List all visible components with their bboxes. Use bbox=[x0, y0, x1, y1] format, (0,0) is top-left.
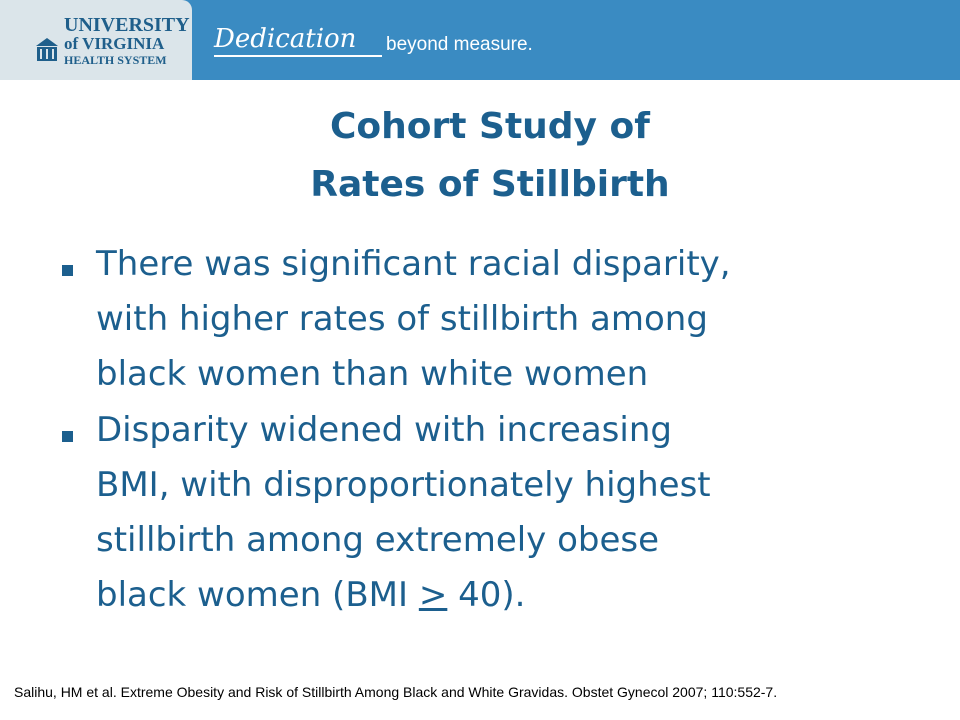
bullet-marker bbox=[62, 431, 73, 442]
logo-icon bbox=[36, 38, 58, 61]
bullet-line: black women (BMI > 40). bbox=[96, 575, 525, 615]
bullet-text: stillbirth among extremely obese bbox=[96, 520, 660, 560]
bullet-text: 40). bbox=[447, 575, 526, 615]
logo-text: UNIVERSITY bbox=[64, 14, 190, 36]
bullet-line: There was significant racial disparity, bbox=[96, 244, 731, 284]
bullet-text: with higher rates of stillbirth among bbox=[96, 299, 708, 339]
bullet-line: stillbirth among extremely obese bbox=[96, 520, 659, 560]
bullet-line: Disparity widened with increasing bbox=[96, 410, 672, 450]
bullet-line: BMI, with disproportionately highest bbox=[96, 465, 711, 505]
tagline-script: Dedication bbox=[214, 24, 357, 54]
logo-text: HEALTH SYSTEM bbox=[64, 53, 167, 67]
tagline-rule bbox=[214, 55, 382, 57]
bullet-line: black women than white women bbox=[96, 354, 648, 394]
bullet-text: black women (BMI bbox=[96, 575, 419, 615]
title: Cohort Study of bbox=[330, 106, 650, 147]
tagline: beyond measure. bbox=[386, 34, 533, 55]
bullet-marker bbox=[62, 265, 73, 276]
header-bar: UNIVERSITY of VIRGINIA HEALTH SYSTEM Ded… bbox=[0, 0, 960, 80]
bullet-text: BMI, with disproportionately highest bbox=[96, 465, 711, 505]
bullet-text: There was significant racial disparity, bbox=[96, 244, 731, 284]
bullet-text: Disparity widened with increasing bbox=[96, 410, 672, 450]
logo: UNIVERSITY of VIRGINIA HEALTH SYSTEM bbox=[0, 0, 192, 80]
bullet-text: black women than white women bbox=[96, 354, 649, 394]
bullet-symbol: > bbox=[418, 575, 448, 615]
bullet-line: with higher rates of stillbirth among bbox=[96, 299, 708, 339]
title: Rates of Stillbirth bbox=[310, 164, 670, 205]
citation: Salihu, HM et al. Extreme Obesity and Ri… bbox=[14, 684, 778, 700]
logo-text: of VIRGINIA bbox=[64, 34, 165, 53]
